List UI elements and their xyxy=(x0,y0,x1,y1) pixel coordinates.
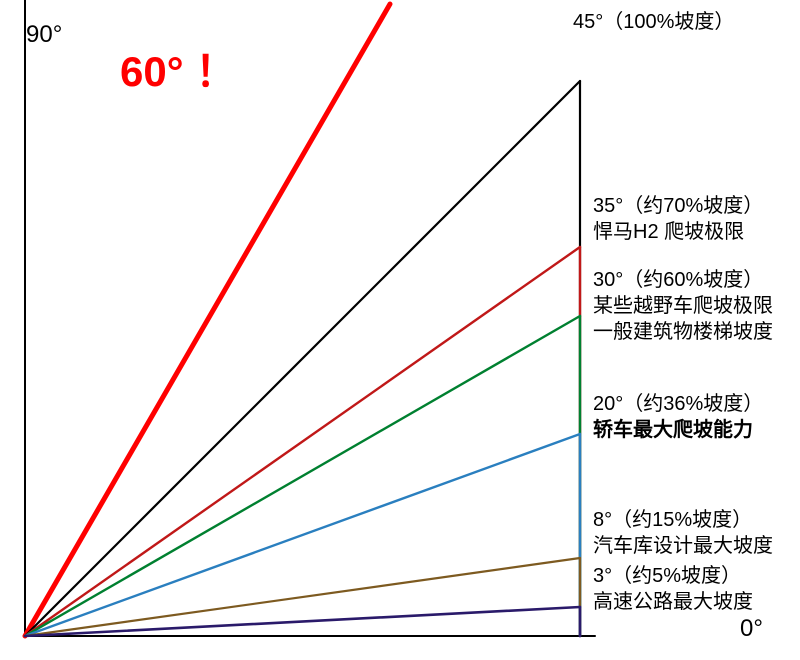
slope-line-deg45 xyxy=(25,81,580,636)
label-deg35-0: 35°（约70%坡度） xyxy=(593,194,763,219)
label-deg8-0: 8°（约15%坡度） xyxy=(593,508,752,533)
slope-line-deg8 xyxy=(25,558,580,636)
slope-line-deg35 xyxy=(25,247,580,636)
label-deg35-1: 悍马H2 爬坡极限 xyxy=(593,220,744,245)
axis-label-90deg: 90° xyxy=(26,20,62,50)
slope-line-deg20 xyxy=(25,434,580,636)
slope-line-deg3 xyxy=(25,607,580,636)
slope-line-deg60 xyxy=(25,4,390,636)
axis-label-0deg: 0° xyxy=(740,614,763,644)
slope-line-deg30 xyxy=(25,316,580,636)
label-deg20-0: 20°（约36%坡度） xyxy=(593,392,763,417)
label-deg30-0: 30°（约60%坡度） xyxy=(593,268,763,293)
label-deg20-1: 轿车最大爬坡能力 xyxy=(593,418,753,443)
label-deg8-1: 汽车库设计最大坡度 xyxy=(593,534,773,559)
label-deg45-0: 45°（100%坡度） xyxy=(573,10,734,35)
label-deg30-2: 一般建筑物楼梯坡度 xyxy=(593,320,773,345)
callout-60deg: 60° ！ xyxy=(120,46,237,99)
label-deg3-0: 3°（约5%坡度） xyxy=(593,564,741,589)
label-deg30-1: 某些越野车爬坡极限 xyxy=(593,294,773,319)
slope-angle-chart: 90° 0° 60° ！ 45°（100%坡度） 35°（约70%坡度）悍马H2 … xyxy=(0,0,800,660)
label-deg3-1: 高速公路最大坡度 xyxy=(593,590,753,615)
